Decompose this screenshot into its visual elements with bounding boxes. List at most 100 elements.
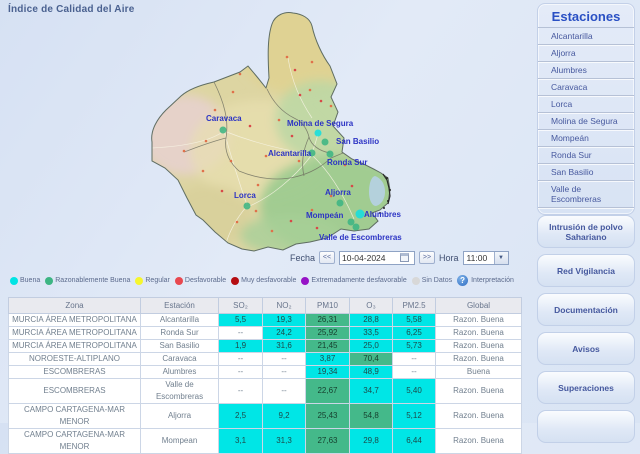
cell-global: Razon. Buena [435, 313, 522, 327]
header-so2: SO₂ [218, 297, 263, 314]
cell-so2: 3,1 [218, 428, 263, 454]
legend-label: Regular [145, 277, 170, 284]
legend-item-extremadamente-desfavorable: Extremadamente desfavorable [301, 276, 407, 285]
mar-menor [369, 173, 391, 214]
sidebar-button-partial[interactable] [537, 410, 635, 443]
cell-estacion: Mompean [140, 428, 219, 454]
map-station-label-aljorra[interactable]: Aljorra [325, 188, 351, 197]
cell-no2: 9,2 [262, 403, 306, 429]
help-icon[interactable]: ? [457, 275, 469, 286]
cell-pm25: 6,25 [392, 326, 436, 340]
sidebar-station-molina-de-segura[interactable]: Molina de Segura [538, 113, 634, 130]
table-row-caravaca: NOROESTE-ALTIPLANO Caravaca -- -- 3,87 70,4 --… [8, 352, 522, 366]
map-station-label-alumbres[interactable]: Alumbres [364, 210, 401, 219]
map-station-dot-alcantarilla[interactable] [308, 149, 316, 157]
legend-dot-extremadamente-desfavorable [301, 276, 310, 285]
sidebar-station-san-basilio[interactable]: San Basilio [538, 164, 634, 181]
cell-pm25: 5,12 [392, 403, 436, 429]
cell-so2: 5,5 [218, 313, 263, 327]
map-station-dot-ronda-sur[interactable] [326, 150, 334, 158]
cell-estacion: Ronda Sur [140, 326, 219, 340]
cell-pm25: -- [392, 352, 436, 366]
legend-label: Muy desfavorable [241, 277, 297, 284]
cell-no2: 24,2 [262, 326, 306, 340]
map-station-label-lorca[interactable]: Lorca [234, 191, 256, 200]
cell-so2: 1,9 [218, 339, 263, 353]
cell-zona: MURCIA ÁREA METROPOLITANA [8, 339, 141, 353]
table-row-mompean: CAMPO CARTAGENA-MAR MENOR Mompean 3,1 31,3 2… [8, 428, 522, 454]
cell-no2: 19,3 [262, 313, 306, 327]
cell-pm10: 25,92 [305, 326, 350, 340]
map-station-label-alcantarilla[interactable]: Alcantarilla [268, 149, 312, 158]
sidebar-station-ronda-sur[interactable]: Ronda Sur [538, 147, 634, 164]
stations-title: Estaciones [551, 9, 621, 24]
map-station-label-ronda-sur[interactable]: Ronda Sur [327, 158, 367, 167]
date-input[interactable] [342, 252, 401, 263]
sidebar-station-mompean[interactable]: Mompeán [538, 130, 634, 147]
sidebar-button-red-vigilancia[interactable]: Red Vigilancia [537, 254, 635, 287]
sidebar-station-caravaca[interactable]: Caravaca [538, 79, 634, 96]
legend-item-muy-desfavorable: Muy desfavorable [231, 276, 297, 285]
date-next-button[interactable]: >> [419, 251, 436, 264]
legend-dot-muy-desfavorable [231, 276, 240, 285]
cell-pm25: 5,73 [392, 339, 436, 353]
cell-zona: MURCIA ÁREA METROPOLITANA [8, 313, 141, 327]
map-station-dot-valle-de-escombreras[interactable] [352, 223, 360, 231]
map-station-dot-aljorra[interactable] [336, 199, 344, 207]
cell-o3: 25,0 [349, 339, 393, 353]
sidebar-station-lorca[interactable]: Lorca [538, 96, 634, 113]
date-prev-button[interactable]: << [319, 251, 336, 264]
aq-table-body: MURCIA ÁREA METROPOLITANA Alcantarilla 5,5… [8, 313, 522, 454]
legend-dot-regular [135, 276, 144, 285]
sidebar-station-alcantarilla[interactable]: Alcantarilla [538, 27, 634, 45]
cell-global: Razon. Buena [435, 339, 522, 353]
air-quality-table: Zona Estación SO₂ NO₂ PM10 O₃ PM2.5 Glob… [8, 297, 522, 454]
legend-label: Sin Datos [421, 277, 453, 284]
cell-o3: 48,9 [349, 365, 393, 379]
cell-estacion: Aljorra [140, 403, 219, 429]
map-station-label-molina-de-segura[interactable]: Molina de Segura [287, 119, 354, 128]
sidebar-station-valle-de-escombreras[interactable]: Valle de Escombreras [538, 181, 634, 208]
chevron-down-icon[interactable]: ▼ [493, 251, 508, 264]
fecha-label: Fecha [290, 252, 316, 263]
legend-item-regular: Regular [135, 276, 170, 285]
cell-pm10: 22,67 [305, 378, 350, 404]
map-station-dot-alumbres[interactable] [355, 209, 365, 219]
map-station-label-mompean[interactable]: Mompeán [306, 211, 343, 220]
table-header-row: Zona Estación SO₂ NO₂ PM10 O₃ PM2.5 Glob… [8, 297, 522, 314]
map-station-dot-mompean[interactable] [347, 218, 355, 226]
legend-label: Buena [20, 277, 41, 284]
cell-pm10: 25,43 [305, 403, 350, 429]
stations-list: Alcantarilla Aljorra Alumbres Caravaca Lorca… [538, 27, 634, 208]
cell-o3: 29,8 [349, 428, 393, 454]
cell-pm10: 21,45 [305, 339, 350, 353]
sidebar-button-avisos[interactable]: Avisos [537, 332, 635, 365]
map-station-dot-molina-de-segura[interactable] [314, 129, 322, 137]
map-station-label-san-basilio[interactable]: San Basilio [336, 137, 379, 146]
header-global: Global [435, 297, 522, 314]
legend-item-desfavorable: Desfavorable [174, 276, 226, 285]
sidebar-station-aljorra[interactable]: Aljorra [538, 45, 634, 62]
hora-select[interactable]: 11:00 ▼ [462, 250, 509, 265]
cell-pm25: 5,40 [392, 378, 436, 404]
hora-value: 11:00 [466, 252, 488, 263]
cell-so2: -- [218, 378, 263, 404]
legend-dot-razonablemente-buena [45, 276, 54, 285]
sidebar-button-superaciones[interactable]: Superaciones [537, 371, 635, 404]
table-row-ronda-sur: MURCIA ÁREA METROPOLITANA Ronda Sur -- 24,2… [8, 326, 522, 340]
sidebar-button-intrusion-de-polvo-sahariano[interactable]: Intrusión de polvo Sahariano [537, 215, 635, 248]
sidebar-button-documentacion[interactable]: Documentación [537, 293, 635, 326]
map-station-dot-san-basilio[interactable] [321, 138, 329, 146]
table-row-alumbres: ESCOMBRERAS Alumbres -- -- 19,34 48,9 -- Buena [8, 365, 522, 379]
map-station-label-caravaca[interactable]: Caravaca [206, 114, 242, 123]
table-row-aljorra: CAMPO CARTAGENA-MAR MENOR Aljorra 2,5 9,2 25… [8, 403, 522, 429]
map-station-label-valle-de-escombreras[interactable]: Valle de Escombreras [319, 233, 402, 242]
hora-label: Hora [439, 252, 459, 263]
calendar-icon[interactable] [400, 253, 410, 262]
map-station-dot-caravaca[interactable] [219, 126, 227, 134]
cell-global: Razon. Buena [435, 378, 522, 404]
map-station-dot-lorca[interactable] [243, 202, 251, 210]
cell-o3: 34,7 [349, 378, 393, 404]
cell-so2: -- [218, 352, 263, 366]
sidebar-station-alumbres[interactable]: Alumbres [538, 62, 634, 79]
